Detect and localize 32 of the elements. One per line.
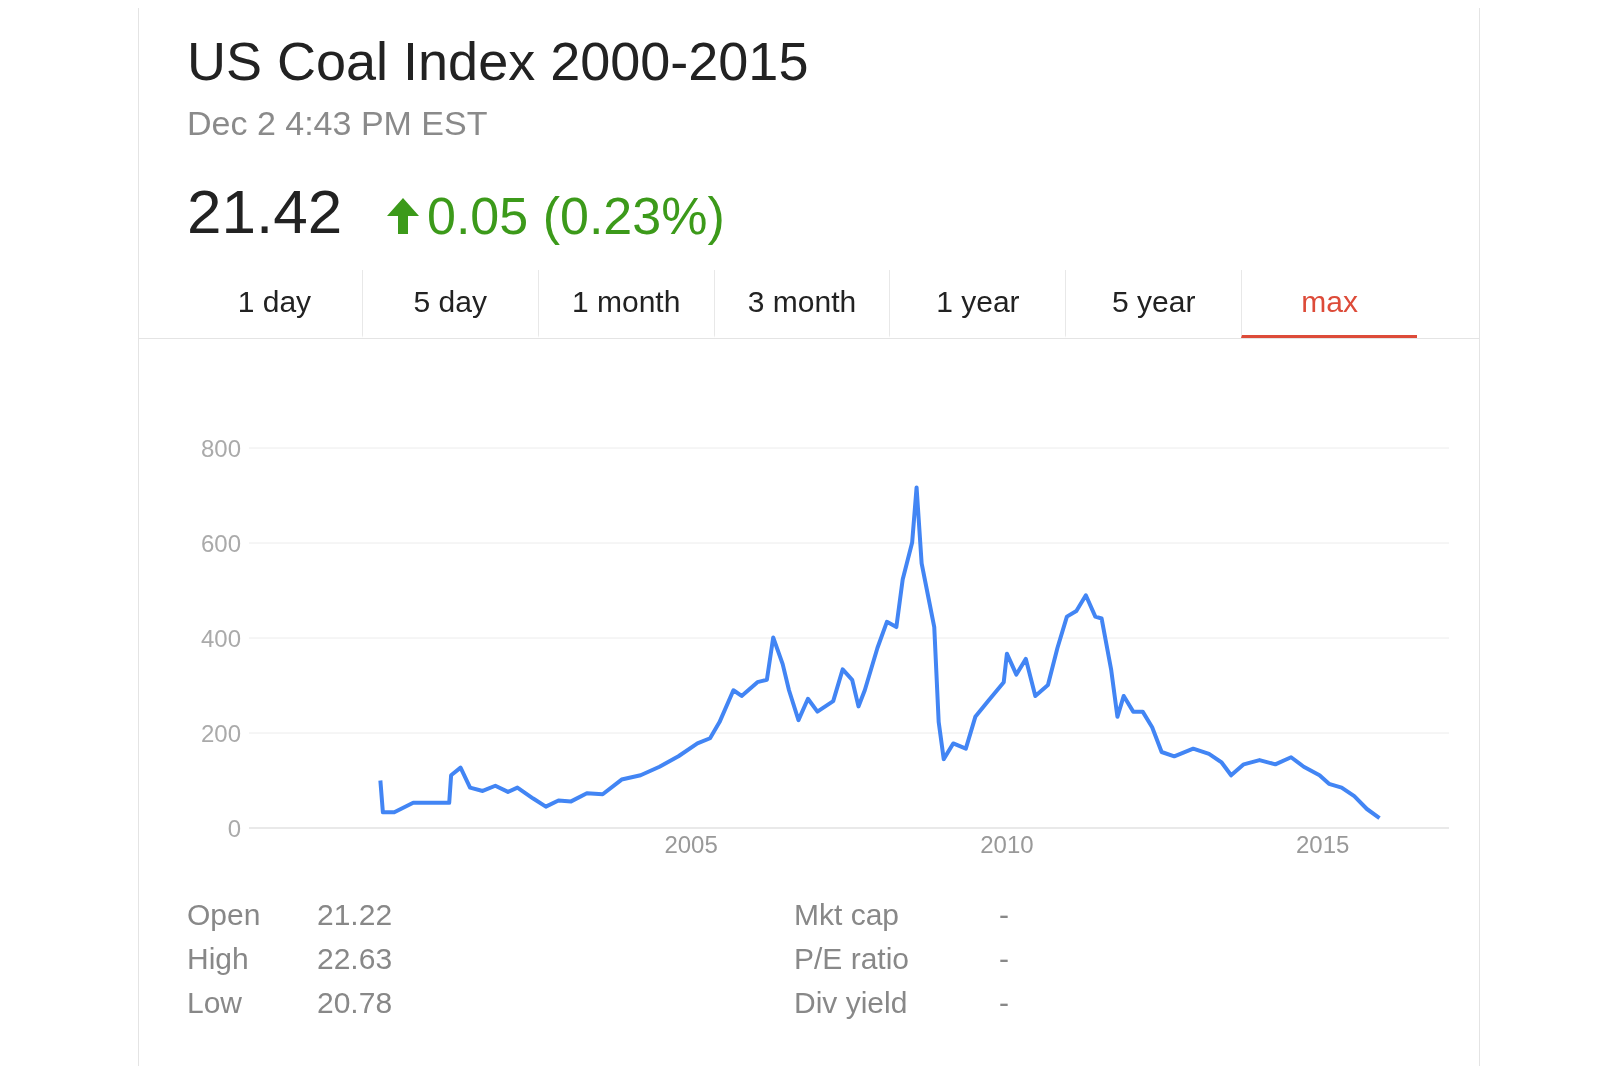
text: 5 year [1065,270,1242,338]
y-tick-label: 0 [227,814,241,842]
y-tick-label: 400 [200,624,241,652]
text: 0.05 (0.23%) [427,186,725,246]
y-tick-label: 200 [200,719,241,747]
text: P/E ratio [794,942,911,976]
y-tick-label: 800 [200,434,241,462]
text: 21.42 [187,176,343,247]
x-tick-label: 2005 [664,831,718,859]
chart-subtitle: Dec 2 4:43 PM EST [187,104,488,143]
text: 21.22 [317,898,394,932]
y-tick-label: 600 [200,529,241,557]
text: 3 month [713,270,890,338]
chart-title: US Coal Index 2000-2015 [187,30,809,92]
text: 5 day [361,270,538,338]
text: 20.78 [317,986,394,1020]
text: Mkt cap [794,898,901,932]
text: - [999,986,1010,1020]
text: 1 day [236,284,313,320]
text: 1 year [889,270,1066,338]
line-series [378,485,1382,821]
text: max [1241,270,1418,338]
text: 1 month [537,270,714,338]
x-tick-label: 2010 [980,831,1034,859]
text: 22.63 [317,942,394,976]
text: High [187,942,250,976]
text: Div yield [794,986,909,1020]
text: - [999,898,1010,932]
text: Open [187,898,262,932]
text: Low [187,986,244,1020]
x-tick-label: 2015 [1295,831,1350,859]
text: - [999,942,1010,976]
